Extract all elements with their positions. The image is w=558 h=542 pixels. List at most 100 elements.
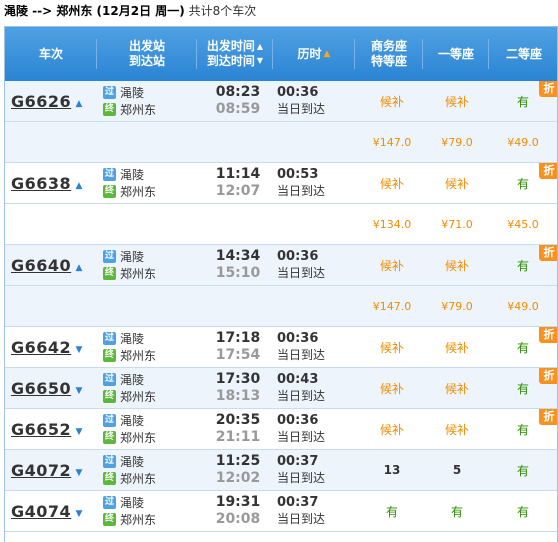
same-day-arrival: 当日到达 [277,430,326,444]
from-station: 渑陵 [120,496,145,510]
business-seat-availability[interactable]: 候补 [379,422,404,437]
collapse-icon[interactable]: ▲ [75,99,83,109]
terminal-station-icon: 终 [103,513,116,526]
second-seat-availability[interactable]: 有 [516,504,529,519]
price-row: ¥147.0 ¥79.0 ¥49.0 [5,286,557,327]
business-seat-availability[interactable]: 候补 [379,176,404,191]
expand-icon[interactable]: ▼ [75,427,83,437]
terminal-station-icon: 终 [103,185,116,198]
business-seat-availability[interactable]: 候补 [379,258,404,273]
second-seat-price: ¥49.0 [507,299,539,313]
table-row[interactable]: G6638 ▲ 过渑陵终郑州东 11:14 12:07 00:53 当日到达 候补 候补有折 [5,163,557,204]
duration-value: 00:37 [277,454,319,469]
header-business-seat: 商务座 特等座 [355,27,423,81]
table-row[interactable]: G6652 ▼ 过渑陵终郑州东 20:35 21:11 00:36 当日到达 候补 候补有折 [5,409,557,450]
same-day-arrival: 当日到达 [277,184,326,198]
terminal-station-icon: 终 [103,267,116,280]
table-row[interactable]: G6650 ▼ 过渑陵终郑州东 17:30 18:13 00:43 当日到达 候补 候补有折 [5,368,557,409]
table-row[interactable]: G4072 ▼ 过渑陵终郑州东 11:25 12:02 00:37 当日到达 13 5 有 [5,450,557,491]
first-seat-availability[interactable]: 候补 [444,176,469,191]
train-number-link[interactable]: G6652 [11,419,72,439]
second-seat-availability[interactable]: 有 [516,258,529,273]
business-seat-availability[interactable]: 候补 [379,340,404,355]
same-day-arrival: 当日到达 [277,512,326,526]
to-station: 郑州东 [120,472,157,486]
times: 17:30 18:13 [203,368,273,408]
first-seat-availability[interactable]: 候补 [444,258,469,273]
expand-icon[interactable]: ▼ [75,468,83,478]
train-number-link[interactable]: G6626 [11,91,72,111]
pass-station-icon: 过 [103,373,116,386]
second-seat-availability[interactable]: 有 [516,422,529,437]
duration: 00:36 当日到达 [277,327,347,367]
discount-badge: 折 [539,163,557,179]
table-row[interactable]: G6642 ▼ 过渑陵终郑州东 17:18 17:54 00:36 当日到达 候补 候补有折 [5,327,557,368]
second-seat-availability[interactable]: 有 [516,340,529,355]
duration: 00:37 当日到达 [277,450,347,490]
train-number-link[interactable]: G6638 [11,173,72,193]
duration: 00:36 当日到达 [277,409,347,449]
arrival-time: 15:10 [215,265,261,281]
header-times-sort[interactable]: 出发时间 到达时间 ▲ ▼ [197,27,273,81]
header-train-no: 车次 [5,27,97,81]
pass-station-icon: 过 [103,414,116,427]
arrival-time: 18:13 [215,388,261,404]
train-number-link[interactable]: G6650 [11,378,72,398]
to-station: 郑州东 [120,513,157,527]
expand-icon[interactable]: ▼ [75,386,83,396]
business-seat-availability[interactable]: 候补 [379,94,404,109]
same-day-arrival: 当日到达 [277,471,326,485]
train-number-link[interactable]: G4074 [11,501,72,521]
from-station: 渑陵 [120,168,145,182]
sort-asc-icon[interactable]: ▲ [256,42,264,51]
expand-icon[interactable]: ▼ [75,345,83,355]
duration: 00:37 当日到达 [277,491,347,531]
from-station: 渑陵 [120,414,145,428]
table-row[interactable]: G4074 ▼ 过渑陵终郑州东 19:31 20:08 00:37 当日到达有有有 [5,491,557,532]
second-seat-price: ¥49.0 [507,135,539,149]
header-duration-sort[interactable]: 历时 ▲ [273,27,355,81]
first-seat-availability[interactable]: 5 [452,463,462,477]
sort-desc-icon[interactable]: ▼ [256,56,264,65]
first-seat-availability[interactable]: 候补 [444,94,469,109]
sort-asc-icon[interactable]: ▲ [323,48,331,59]
discount-badge: 折 [539,245,557,261]
stations: 过渑陵终郑州东 [103,491,203,531]
first-seat-availability[interactable]: 有 [450,504,463,519]
times: 11:14 12:07 [203,163,273,203]
from-station: 渑陵 [120,250,145,264]
pass-station-icon: 过 [103,496,116,509]
same-day-arrival: 当日到达 [277,348,326,362]
second-seat-price: ¥45.0 [507,217,539,231]
business-seat-availability[interactable]: 有 [385,504,398,519]
business-seat-availability[interactable]: 13 [383,463,401,477]
departure-time: 17:18 [215,330,261,346]
second-seat-availability[interactable]: 有 [516,176,529,191]
train-number-link[interactable]: G4072 [11,460,72,480]
table-row[interactable]: G6640 ▲ 过渑陵终郑州东 14:34 15:10 00:36 当日到达 候补 候补有折 [5,245,557,286]
stations: 过渑陵终郑州东 [103,81,203,121]
terminal-station-icon: 终 [103,472,116,485]
collapse-icon[interactable]: ▲ [75,263,83,273]
departure-time: 19:31 [215,494,261,510]
second-seat-availability[interactable]: 有 [516,381,529,396]
expand-icon[interactable]: ▼ [75,509,83,519]
discount-badge: 折 [539,409,557,425]
first-seat-price: ¥79.0 [441,135,473,149]
first-seat-availability[interactable]: 候补 [444,381,469,396]
duration-value: 00:36 [277,331,319,346]
second-seat-availability[interactable]: 有 [516,463,529,478]
first-seat-availability[interactable]: 候补 [444,340,469,355]
departure-time: 14:34 [215,248,261,264]
first-seat-availability[interactable]: 候补 [444,422,469,437]
stations: 过渑陵终郑州东 [103,163,203,203]
to-station: 郑州东 [120,185,157,199]
arrival-time: 17:54 [215,347,261,363]
table-row[interactable]: G6626 ▲ 过渑陵终郑州东 08:23 08:59 00:36 当日到达 候补 候补有折 [5,81,557,122]
business-seat-availability[interactable]: 候补 [379,381,404,396]
collapse-icon[interactable]: ▲ [75,181,83,191]
train-number-link[interactable]: G6642 [11,337,72,357]
second-seat-availability[interactable]: 有 [516,94,529,109]
train-number-link[interactable]: G6640 [11,255,72,275]
duration: 00:43 当日到达 [277,368,347,408]
